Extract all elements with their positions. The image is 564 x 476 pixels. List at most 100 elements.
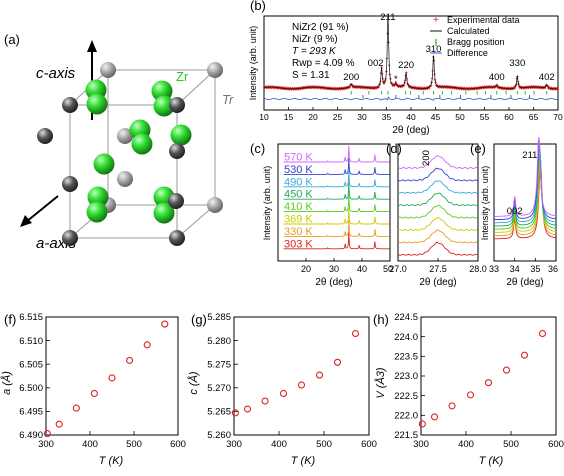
zr-atom <box>153 95 175 117</box>
y-tick-label: 223.5 <box>394 352 418 363</box>
zr-atom <box>153 202 175 224</box>
x-tick-label: 36 <box>548 264 558 274</box>
x-tick-label: 500 <box>316 439 332 450</box>
x-tick-label: 300 <box>226 439 242 450</box>
peak-label: 330 <box>509 58 525 69</box>
series-label: 450 K <box>284 189 313 201</box>
panel-a-structure: (a) c-axis a-axis Zr Tr <box>4 32 234 252</box>
data-point <box>520 351 529 359</box>
peak-label: 402 <box>539 72 555 83</box>
x-tick-label: 25 <box>333 112 343 122</box>
panel-b-xlabel: 2θ (deg) <box>392 125 429 136</box>
annotation-phase-2: NiZr (9 %) <box>292 34 338 45</box>
panel-e-ylabel: Intensity (arb. unit) <box>480 166 490 241</box>
x-tick-label: 50 <box>383 264 393 274</box>
tr-label: Tr <box>222 92 234 107</box>
series-label: 410 K <box>284 201 313 213</box>
series-line <box>494 149 557 230</box>
y-tick-label: 5.260 <box>207 430 231 441</box>
tr-atom <box>117 128 133 144</box>
x-tick-label: 28.0 <box>469 264 487 274</box>
y-tick-label: 5.285 <box>207 312 231 323</box>
plot-frame <box>233 316 370 436</box>
panel-e-frame <box>493 143 557 262</box>
data-point <box>55 420 63 428</box>
zr-atom <box>86 201 108 223</box>
y-tick-label: 6.505 <box>19 359 43 370</box>
y-tick-label: 5.265 <box>207 407 231 418</box>
y-tick-label: 5.275 <box>207 359 231 370</box>
x-tick-label: 600 <box>170 439 186 450</box>
series-line <box>283 195 390 213</box>
series-line <box>494 152 556 233</box>
tr-atom <box>169 143 185 159</box>
series-line <box>494 159 557 240</box>
y-tick-label: 6.490 <box>19 430 43 441</box>
x-tick-label: 35 <box>530 264 540 274</box>
series-line <box>283 170 390 188</box>
panel-c-label: (c) <box>250 141 265 156</box>
panel-h-ylabel: V (Å3) <box>374 367 387 399</box>
data-point <box>90 389 98 398</box>
tr-atom <box>37 128 53 144</box>
a-axis-arrow <box>25 195 59 223</box>
data-point <box>143 341 151 349</box>
x-tick-label: 15 <box>284 112 294 122</box>
y-tick-label: 224.5 <box>394 312 418 323</box>
peak-label: 400 <box>489 72 505 83</box>
x-tick-label: 600 <box>361 439 377 450</box>
data-point <box>261 397 269 405</box>
series-line <box>283 220 390 237</box>
panel-f-xlabel: T (K) <box>99 455 124 467</box>
data-point <box>161 320 169 328</box>
series-line <box>283 207 390 225</box>
data-point <box>502 366 511 374</box>
y-tick-label: 6.510 <box>19 336 43 347</box>
series-line <box>494 156 557 237</box>
panel-f-ylabel: a (Å) <box>0 371 13 395</box>
series-line <box>397 180 478 194</box>
panel-g-xlabel: T (K) <box>291 455 316 467</box>
x-tick-label: 400 <box>271 439 287 450</box>
c-axis-arrowhead <box>87 40 97 52</box>
peak-label: 310 <box>426 44 442 55</box>
data-point <box>466 391 475 399</box>
x-tick-label: 400 <box>458 439 474 450</box>
data-point <box>126 356 134 364</box>
data-point <box>538 329 547 338</box>
data-point <box>430 413 439 421</box>
series-line <box>494 139 556 221</box>
x-tick-label: 27.5 <box>429 264 447 274</box>
zr-atom <box>170 124 192 146</box>
y-tick-label: 221.5 <box>394 430 418 441</box>
x-tick-label: 50 <box>455 112 465 122</box>
tr-atom <box>62 97 78 113</box>
x-tick-label: 500 <box>503 439 519 450</box>
data-point <box>279 389 288 398</box>
series-label: 303 K <box>284 238 313 250</box>
panel-e-plot-area: 002 211 33 34 35 36 <box>489 136 558 274</box>
data-point <box>333 358 342 366</box>
series-line <box>397 229 478 244</box>
x-tick-label: 70 <box>553 112 563 122</box>
y-tick-label: 222.0 <box>394 411 418 422</box>
panel-h-label: (h) <box>373 312 389 327</box>
panel-a-label: (a) <box>4 32 20 47</box>
unit-cell-atoms <box>37 62 223 246</box>
difference-line <box>264 96 559 101</box>
tr-atom <box>207 197 223 213</box>
series-label: 330 K <box>284 226 313 238</box>
x-tick-label: 40 <box>406 112 416 122</box>
series-line <box>283 158 390 175</box>
series-line <box>397 167 478 182</box>
x-tick-label: 40 <box>357 264 367 274</box>
panel-f-plot-area: 300 400 500 600 6.490 6.495 6.500 6.505 6.510 6.5… <box>19 312 186 450</box>
peak-label: 002 <box>368 58 384 69</box>
series-line <box>494 146 557 227</box>
zr-atom <box>131 133 153 155</box>
peak-label: 200 <box>343 72 359 83</box>
series-line <box>397 155 478 169</box>
panel-h-xlabel: T (K) <box>479 455 504 467</box>
